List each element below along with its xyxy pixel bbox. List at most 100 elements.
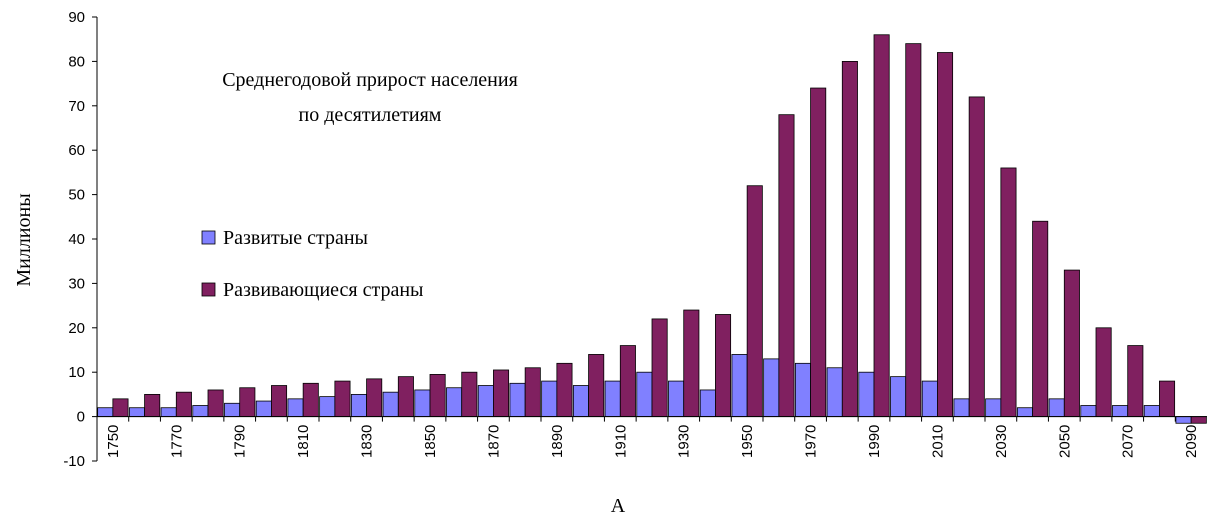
y-tick-label: -10 — [63, 453, 85, 470]
bar — [953, 398, 970, 417]
x-tick-label: 2090 — [1183, 425, 1200, 458]
bar — [1080, 405, 1097, 418]
y-tick-label: 60 — [68, 142, 85, 159]
x-tick-label: 1870 — [485, 425, 502, 458]
x-tick-label: 1930 — [676, 425, 693, 458]
bar — [224, 402, 241, 417]
x-axis-label: A — [611, 495, 626, 517]
bar — [619, 345, 636, 417]
bar — [905, 43, 922, 417]
bar — [128, 407, 145, 418]
x-tick-label: 2030 — [993, 425, 1010, 458]
legend-label: Развитые страны — [223, 227, 368, 249]
x-tick-label: 1890 — [549, 425, 566, 458]
bar — [794, 362, 811, 418]
bar — [287, 398, 304, 417]
legend-swatch — [201, 282, 216, 297]
bar — [1032, 220, 1049, 418]
bar — [192, 405, 209, 418]
bar — [1000, 167, 1017, 418]
x-tick-label: 1750 — [105, 425, 122, 458]
bar — [604, 380, 621, 417]
bar — [1095, 327, 1112, 417]
bar — [968, 96, 985, 417]
y-axis-label: Миллионы — [13, 193, 35, 286]
bar — [556, 362, 573, 418]
chart-title: Среднегодовой прирост населения — [222, 69, 518, 91]
legend-swatch — [201, 230, 216, 245]
bar — [1190, 416, 1207, 424]
y-tick-label: 0 — [77, 409, 85, 426]
bar — [683, 309, 700, 418]
bar — [302, 382, 319, 417]
bar — [541, 380, 558, 417]
bar — [937, 52, 954, 417]
bar — [271, 385, 288, 417]
y-tick-label: 70 — [68, 98, 85, 115]
bar — [731, 354, 748, 418]
y-tick-label: 30 — [68, 275, 85, 292]
bar — [746, 185, 763, 418]
bar — [890, 376, 907, 418]
x-tick-label: 1990 — [866, 425, 883, 458]
bar — [651, 318, 668, 418]
bar — [160, 407, 177, 418]
bar — [873, 34, 890, 417]
bar — [493, 369, 510, 418]
bar — [1063, 269, 1080, 417]
bar — [477, 385, 494, 417]
bar — [826, 367, 843, 418]
y-tick-label: 20 — [68, 320, 85, 337]
bar — [763, 358, 780, 418]
bar — [446, 387, 463, 417]
x-tick-label: 1910 — [612, 425, 629, 458]
bar — [97, 407, 114, 418]
bar — [255, 400, 272, 417]
bar — [524, 367, 541, 418]
bar — [334, 380, 351, 417]
bar — [414, 389, 431, 417]
bar — [1175, 416, 1192, 424]
x-tick-label: 1810 — [295, 425, 312, 458]
bar — [841, 61, 858, 418]
bar — [636, 371, 653, 418]
bar — [715, 314, 732, 418]
bar — [366, 378, 383, 417]
y-tick-label: 80 — [68, 53, 85, 70]
bar — [1048, 398, 1065, 417]
x-tick-label: 1850 — [422, 425, 439, 458]
y-tick-label: 40 — [68, 231, 85, 248]
bar — [572, 385, 589, 417]
x-tick-label: 1970 — [803, 425, 820, 458]
bar — [1112, 405, 1129, 418]
legend-label: Развивающиеся страны — [223, 279, 423, 301]
bar — [319, 396, 336, 417]
bar — [207, 389, 224, 417]
bar — [1143, 405, 1160, 418]
x-tick-label: 1790 — [232, 425, 249, 458]
bar — [588, 354, 605, 418]
bar — [858, 371, 875, 418]
y-tick-label: 10 — [68, 364, 85, 381]
bar — [350, 393, 367, 417]
bar — [1127, 345, 1144, 417]
bar — [699, 389, 716, 417]
bar — [921, 380, 938, 417]
bar — [175, 391, 192, 417]
bar — [429, 374, 446, 418]
x-tick-label: 1770 — [168, 425, 185, 458]
bar — [1016, 407, 1033, 418]
bar — [985, 398, 1002, 417]
bar — [461, 371, 478, 418]
bar — [1159, 380, 1176, 417]
bar — [144, 393, 161, 417]
bar — [668, 380, 685, 417]
y-tick-label: 90 — [68, 9, 85, 26]
bar — [810, 87, 827, 417]
bar — [382, 391, 399, 417]
x-tick-label: 2010 — [929, 425, 946, 458]
bar — [239, 387, 256, 417]
chart-subtitle: по десятилетиям — [299, 104, 442, 126]
